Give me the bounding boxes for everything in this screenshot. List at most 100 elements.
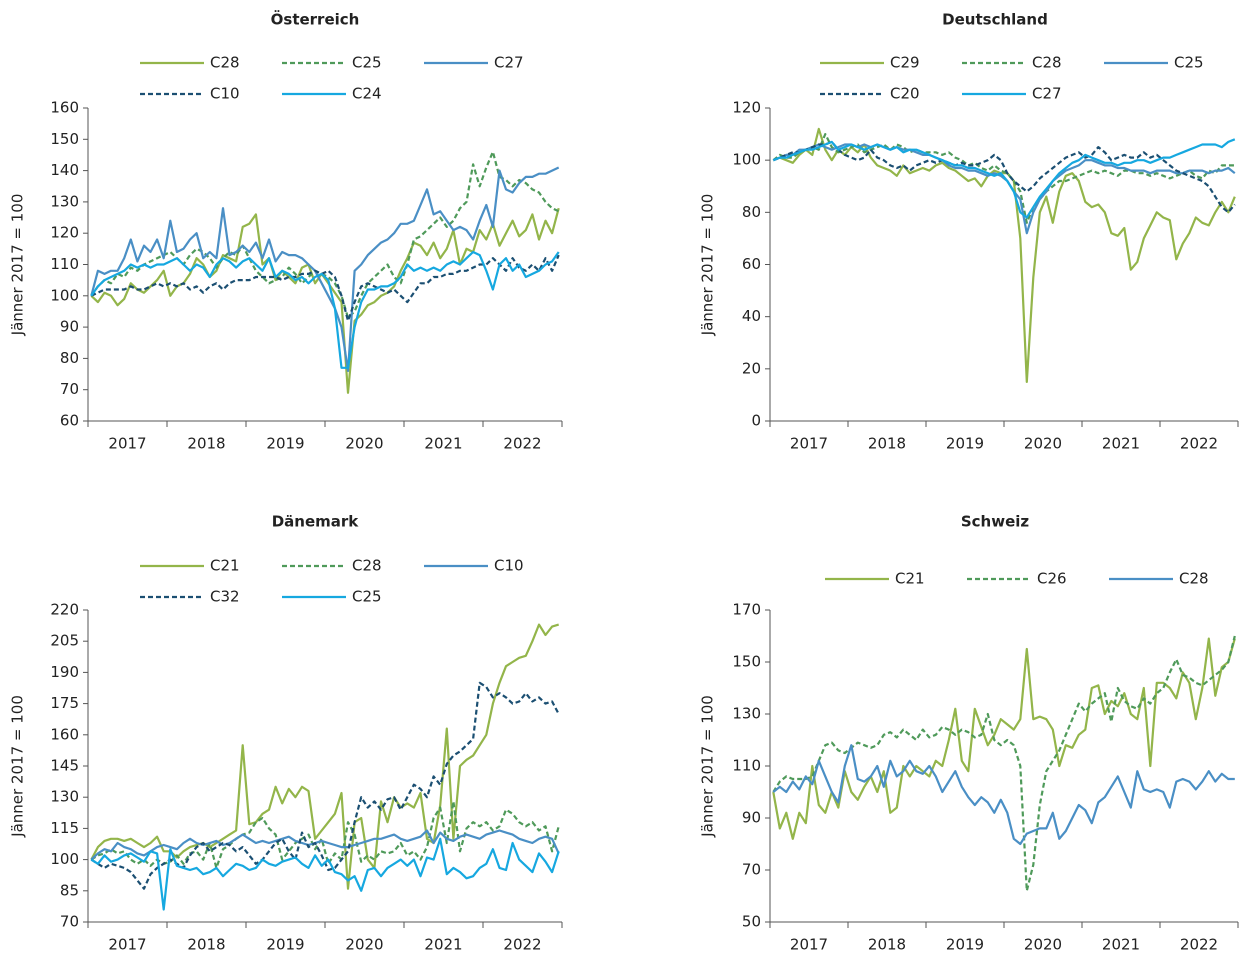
x-tick-label: 2017	[108, 435, 146, 453]
legend-label: C26	[1037, 570, 1067, 588]
y-tick-label: 70	[60, 380, 79, 398]
y-tick-label: 145	[50, 757, 79, 775]
y-tick-label: 120	[732, 99, 761, 117]
y-tick-label: 130	[50, 788, 79, 806]
y-tick-label: 20	[742, 359, 761, 377]
x-tick-label: 2018	[868, 435, 906, 453]
y-tick-label: 130	[50, 192, 79, 210]
y-axis-label: Jänner 2017 = 100	[699, 695, 717, 838]
y-tick-label: 110	[50, 255, 79, 273]
y-tick-label: 205	[50, 632, 79, 650]
x-tick-label: 2020	[345, 936, 383, 953]
x-tick-label: 2021	[1102, 435, 1140, 453]
series-line	[772, 635, 1236, 892]
y-axis-label: Jänner 2017 = 100	[9, 194, 27, 337]
y-tick-label: 100	[50, 850, 79, 868]
y-tick-label: 130	[732, 705, 761, 723]
y-tick-label: 60	[60, 412, 79, 430]
x-tick-label: 2020	[1024, 435, 1062, 453]
series-line	[772, 138, 1236, 219]
y-tick-label: 140	[50, 161, 79, 179]
y-tick-label: 70	[742, 861, 761, 879]
x-tick-label: 2019	[266, 936, 304, 953]
y-tick-label: 40	[742, 307, 761, 325]
series-line	[90, 207, 560, 394]
y-tick-label: 50	[742, 913, 761, 931]
series-line	[772, 744, 1235, 846]
y-axis-label: Jänner 2017 = 100	[9, 695, 27, 838]
x-tick-label: 2017	[108, 936, 146, 953]
y-tick-label: 175	[50, 694, 79, 712]
x-tick-label: 2017	[790, 936, 828, 953]
chart-title: Schweiz	[961, 513, 1030, 531]
y-tick-label: 190	[50, 663, 79, 681]
legend-label: C10	[494, 557, 524, 575]
y-tick-label: 110	[732, 757, 761, 775]
legend-label: C27	[494, 54, 524, 72]
y-tick-label: 70	[60, 913, 79, 931]
y-tick-label: 85	[60, 881, 79, 899]
series-line	[90, 829, 560, 861]
legend-label: C21	[895, 570, 925, 588]
legend-label: C28	[352, 557, 382, 575]
legend-label: C25	[1174, 54, 1204, 72]
x-tick-label: 2019	[946, 936, 984, 953]
legend-label: C21	[210, 557, 240, 575]
series-line	[90, 150, 560, 319]
chart-title: Dänemark	[272, 513, 360, 531]
series-line	[772, 140, 1236, 214]
x-tick-label: 2018	[187, 435, 225, 453]
legend-label: C29	[890, 54, 920, 72]
y-tick-label: 90	[60, 318, 79, 336]
series-line	[90, 250, 560, 369]
series-line	[90, 837, 560, 911]
series-line	[772, 637, 1236, 840]
legend-label: C32	[210, 588, 240, 606]
x-tick-label: 2022	[503, 936, 541, 953]
y-tick-label: 100	[732, 151, 761, 169]
legend-label: C28	[210, 54, 240, 72]
series-line	[772, 133, 1235, 224]
x-tick-label: 2018	[187, 936, 225, 953]
series-line	[772, 127, 1236, 383]
x-tick-label: 2018	[868, 936, 906, 953]
legend-label: C24	[352, 85, 382, 103]
y-tick-label: 170	[732, 601, 761, 619]
x-tick-label: 2019	[946, 435, 984, 453]
y-tick-label: 80	[742, 203, 761, 221]
legend-label: C28	[1032, 54, 1062, 72]
x-tick-label: 2017	[790, 435, 828, 453]
chart-title: Österreich	[271, 10, 360, 29]
legend-label: C20	[890, 85, 920, 103]
series-line	[90, 254, 560, 322]
y-tick-label: 100	[50, 286, 79, 304]
y-tick-label: 120	[50, 224, 79, 242]
x-tick-label: 2022	[1180, 936, 1218, 953]
legend-label: C25	[352, 54, 382, 72]
y-tick-label: 0	[751, 412, 761, 430]
x-tick-label: 2021	[424, 435, 462, 453]
y-tick-label: 150	[732, 653, 761, 671]
y-tick-label: 150	[50, 130, 79, 148]
y-axis-label: Jänner 2017 = 100	[699, 194, 717, 337]
series-line	[90, 166, 560, 372]
x-tick-label: 2022	[503, 435, 541, 453]
legend-label: C27	[1032, 85, 1062, 103]
y-tick-label: 160	[50, 725, 79, 743]
y-tick-label: 220	[50, 601, 79, 619]
x-tick-label: 2022	[1180, 435, 1218, 453]
x-tick-label: 2021	[1102, 936, 1140, 953]
legend-label: C28	[1179, 570, 1209, 588]
x-tick-label: 2021	[424, 936, 462, 953]
y-tick-label: 60	[742, 255, 761, 273]
y-tick-label: 80	[60, 349, 79, 367]
legend-label: C10	[210, 85, 240, 103]
x-tick-label: 2020	[345, 435, 383, 453]
y-tick-label: 115	[50, 819, 79, 837]
x-tick-label: 2020	[1024, 936, 1062, 953]
series-line	[90, 800, 560, 869]
y-tick-label: 160	[50, 99, 79, 117]
legend-label: C25	[352, 588, 382, 606]
y-tick-label: 90	[742, 809, 761, 827]
